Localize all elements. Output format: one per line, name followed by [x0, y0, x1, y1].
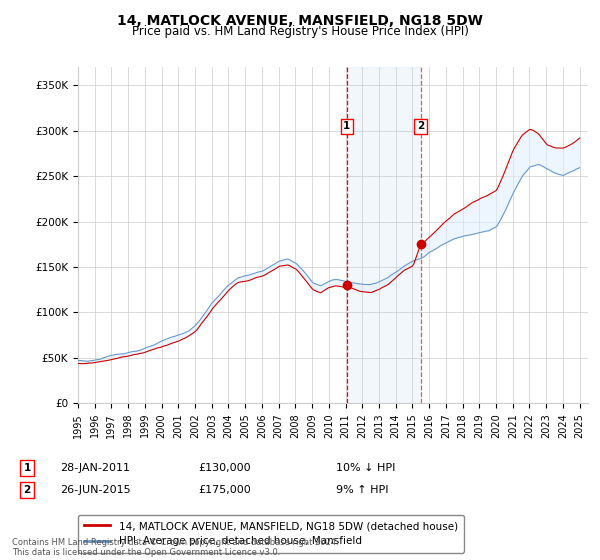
Legend: 14, MATLOCK AVENUE, MANSFIELD, NG18 5DW (detached house), HPI: Average price, de: 14, MATLOCK AVENUE, MANSFIELD, NG18 5DW … [78, 515, 464, 553]
Bar [347, 67, 421, 403]
Text: £175,000: £175,000 [198, 485, 251, 495]
Text: 9% ↑ HPI: 9% ↑ HPI [336, 485, 389, 495]
Text: £130,000: £130,000 [198, 463, 251, 473]
Text: 1: 1 [23, 463, 31, 473]
Text: Price paid vs. HM Land Registry's House Price Index (HPI): Price paid vs. HM Land Registry's House … [131, 25, 469, 38]
Text: 14, MATLOCK AVENUE, MANSFIELD, NG18 5DW: 14, MATLOCK AVENUE, MANSFIELD, NG18 5DW [117, 14, 483, 28]
Text: 10% ↓ HPI: 10% ↓ HPI [336, 463, 395, 473]
Text: 2: 2 [417, 121, 424, 131]
Text: 28-JAN-2011: 28-JAN-2011 [60, 463, 130, 473]
Text: 26-JUN-2015: 26-JUN-2015 [60, 485, 131, 495]
Text: Contains HM Land Registry data © Crown copyright and database right 2024.
This d: Contains HM Land Registry data © Crown c… [12, 538, 338, 557]
Text: 2: 2 [23, 485, 31, 495]
Text: 1: 1 [343, 121, 350, 131]
